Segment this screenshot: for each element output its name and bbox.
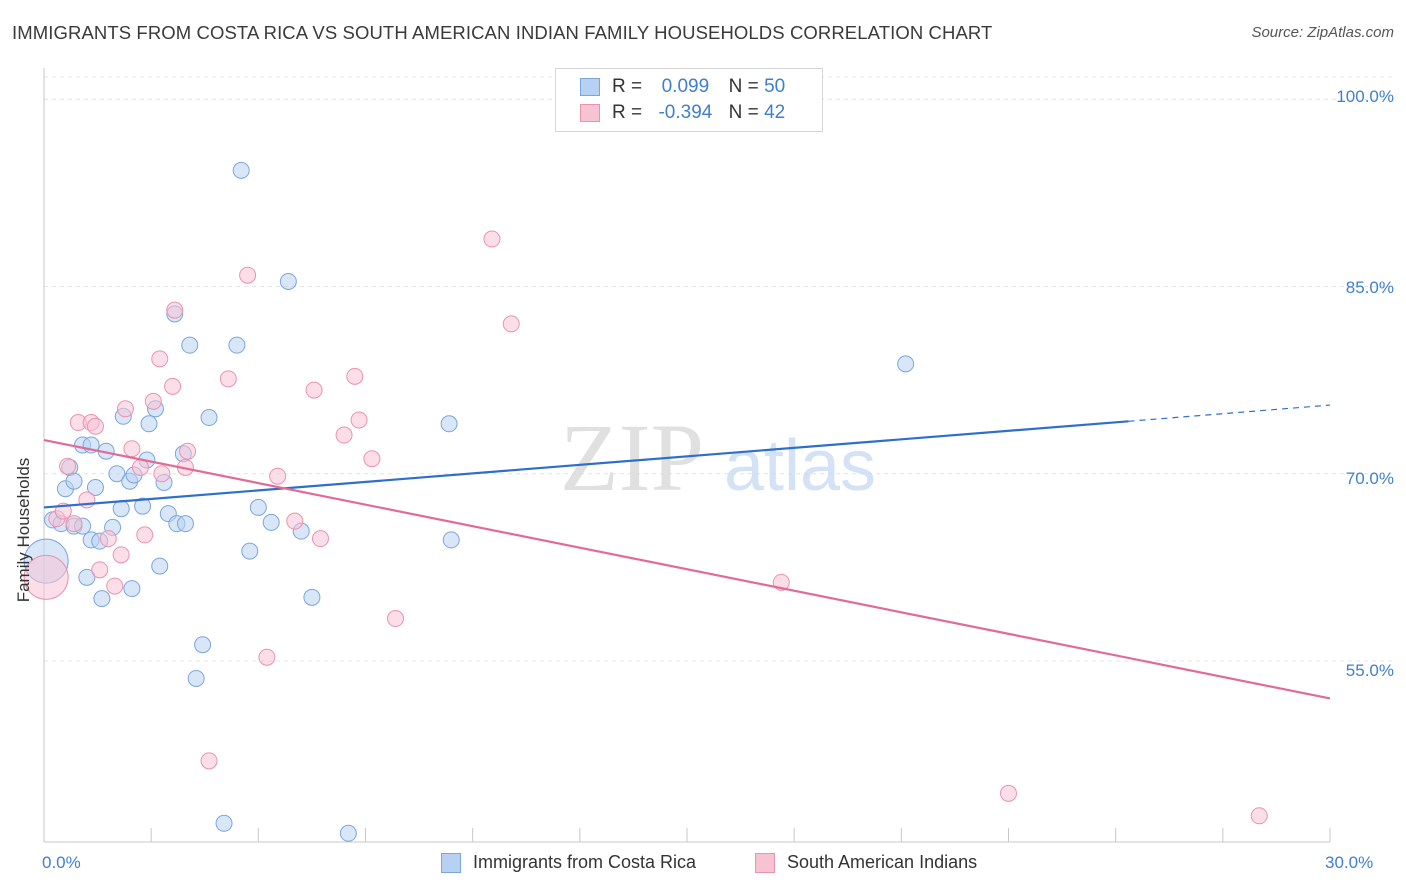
- data-point: [179, 442, 197, 460]
- data-point: [258, 648, 276, 666]
- bottom-legend-label: Immigrants from Costa Rica: [473, 852, 697, 872]
- bottom-legend-label: South American Indians: [787, 852, 978, 872]
- data-point: [335, 426, 353, 444]
- data-point: [123, 580, 141, 598]
- legend-swatch-blue: [580, 78, 600, 96]
- data-point: [219, 370, 237, 388]
- data-point: [440, 415, 458, 433]
- y-axis-label-container: Family Households: [4, 380, 44, 680]
- bottom-legend-swatch-blue: [441, 853, 461, 873]
- data-point: [241, 542, 259, 560]
- data-point: [194, 636, 212, 654]
- legend-r-value: 0.099: [661, 76, 710, 97]
- data-point: [200, 409, 218, 427]
- data-point: [442, 531, 460, 549]
- data-point: [59, 457, 77, 475]
- watermark: ZIP atlas: [560, 404, 876, 511]
- data-point: [164, 377, 182, 395]
- data-point: [112, 500, 130, 518]
- data-point: [339, 824, 357, 842]
- trend-lines: [43, 404, 1331, 700]
- legend-n-value: 42: [764, 102, 786, 123]
- legend: R = 0.099 N = 50 R = -0.394 N = 42: [555, 68, 823, 132]
- data-point: [131, 458, 149, 476]
- data-point: [134, 497, 152, 515]
- data-point: [269, 467, 287, 485]
- data-point: [239, 266, 257, 284]
- data-point: [78, 568, 96, 586]
- legend-r-label: R =: [612, 76, 643, 97]
- data-point: [228, 336, 246, 354]
- data-point: [151, 557, 169, 575]
- data-point: [116, 400, 134, 418]
- legend-n-label: N =: [728, 76, 759, 97]
- data-point: [86, 478, 104, 496]
- data-point: [897, 355, 915, 373]
- series-south-american-indian-points: [23, 230, 1268, 825]
- data-point: [91, 561, 109, 579]
- watermark-atlas: atlas: [724, 426, 876, 506]
- data-point: [65, 515, 83, 533]
- data-point: [387, 610, 405, 628]
- data-point: [483, 230, 501, 248]
- data-point: [262, 513, 280, 531]
- y-axis-label: Family Households: [14, 457, 33, 603]
- legend-swatch-pink: [580, 104, 600, 122]
- data-point: [187, 669, 205, 687]
- y-tick-label-100: 100.0%: [1336, 87, 1394, 106]
- data-point: [153, 465, 171, 483]
- axes: [43, 68, 1331, 843]
- trend-line-costa-rica: [43, 420, 1129, 509]
- data-point: [166, 301, 184, 319]
- data-point: [311, 530, 329, 548]
- data-point: [363, 450, 381, 468]
- data-point: [108, 465, 126, 483]
- data-point: [350, 411, 368, 429]
- data-point: [176, 515, 194, 533]
- data-point: [249, 498, 267, 516]
- data-point: [502, 315, 520, 333]
- data-point: [99, 530, 117, 548]
- data-point: [106, 577, 124, 595]
- data-point: [181, 336, 199, 354]
- y-tick-label-55: 55.0%: [1345, 661, 1394, 680]
- data-point: [112, 546, 130, 564]
- legend-r-label: R =: [612, 102, 643, 123]
- data-point: [23, 554, 69, 600]
- trend-line-costa-rica-extension: [1128, 404, 1331, 422]
- bottom-legend-swatch-pink: [755, 853, 775, 873]
- data-point: [1000, 784, 1017, 802]
- legend-r-value: -0.394: [658, 102, 713, 123]
- source-credit: Source: ZipAtlas.com: [1251, 24, 1394, 41]
- data-point: [346, 367, 364, 385]
- data-point: [305, 381, 323, 399]
- y-tick-label-85: 85.0%: [1345, 278, 1394, 297]
- data-point: [65, 472, 83, 490]
- data-point: [279, 272, 297, 290]
- legend-n-value: 50: [764, 76, 786, 97]
- data-point: [200, 752, 218, 770]
- data-point: [123, 440, 141, 458]
- y-tick-label-70: 70.0%: [1345, 469, 1394, 488]
- legend-n-label: N =: [728, 102, 759, 123]
- x-tick-label-min: 0.0%: [42, 853, 81, 872]
- data-point: [286, 512, 304, 530]
- data-point: [151, 350, 169, 368]
- data-point: [86, 417, 104, 435]
- legend-text: R = 0.099 N = 50: [612, 76, 785, 98]
- legend-text: R = -0.394 N = 42: [612, 102, 785, 124]
- data-point: [136, 526, 154, 544]
- x-tick-label-max: 30.0%: [1325, 853, 1374, 872]
- data-point: [1250, 807, 1268, 825]
- data-point: [303, 588, 321, 606]
- trend-line-south-american-indians: [43, 438, 1331, 700]
- data-point: [215, 814, 233, 832]
- data-point: [232, 161, 250, 179]
- chart-title: IMMIGRANTS FROM COSTA RICA VS SOUTH AMER…: [12, 22, 993, 43]
- data-point: [144, 392, 162, 410]
- data-point: [140, 415, 158, 433]
- data-point: [93, 590, 111, 608]
